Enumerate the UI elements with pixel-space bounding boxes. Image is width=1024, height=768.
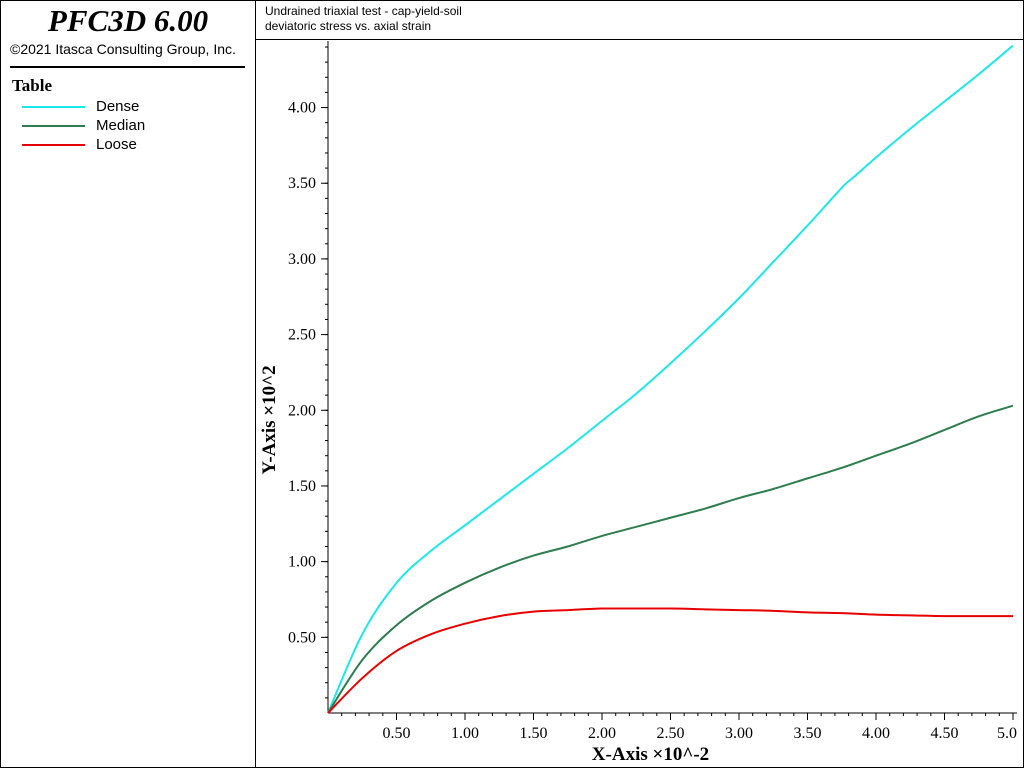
plot-subtitle: deviatoric stress vs. axial strain bbox=[265, 19, 432, 33]
x-tick-label: 3.50 bbox=[794, 725, 822, 742]
axes-group bbox=[327, 41, 1017, 714]
series-line-median bbox=[327, 404, 1014, 714]
y-tick-label: 4.00 bbox=[288, 100, 316, 117]
legend-swatch-loose bbox=[22, 144, 85, 146]
x-tick-label: 0.50 bbox=[383, 725, 411, 742]
y-tick-label: 1.00 bbox=[288, 554, 316, 571]
x-tick-label: 4.50 bbox=[931, 725, 959, 742]
copyright-text: ©2021 Itasca Consulting Group, Inc. bbox=[10, 41, 236, 57]
y-tick-label: 1.50 bbox=[288, 478, 316, 495]
y-tick-label: 2.50 bbox=[288, 327, 316, 344]
legend-swatch-median bbox=[22, 125, 85, 127]
x-tick-label: 1.50 bbox=[520, 725, 548, 742]
legend-panel: PFC3D 6.00 ©2021 Itasca Consulting Group… bbox=[0, 0, 256, 768]
y-tick-label: 3.50 bbox=[288, 175, 316, 192]
y-tick-label: 0.50 bbox=[288, 629, 316, 646]
title-divider bbox=[10, 66, 245, 68]
x-tick-label: 2.50 bbox=[657, 725, 685, 742]
legend-label-median: Median bbox=[96, 117, 146, 134]
x-tick-label: 3.00 bbox=[725, 725, 753, 742]
plot-header: Undrained triaxial test - cap-yield-soil… bbox=[256, 0, 1024, 40]
y-ticks: 0.50 1.00 1.50 2.00 2.50 3.00 3.50 4.00 bbox=[288, 100, 328, 646]
plot-title: Undrained triaxial test - cap-yield-soil bbox=[265, 4, 462, 18]
x-tick-label: 1.00 bbox=[451, 725, 479, 742]
app-title: PFC3D 6.00 bbox=[47, 3, 209, 38]
line-chart: 0.50 1.00 1.50 2.00 2.50 3.00 3.50 4.00 0.50 1.0… bbox=[259, 41, 1017, 765]
legend-title: Table bbox=[12, 76, 53, 95]
series-line-loose bbox=[327, 607, 1013, 714]
legend-label-dense: Dense bbox=[96, 98, 140, 115]
y-tick-label: 2.00 bbox=[288, 402, 316, 419]
y-tick-label: 3.00 bbox=[288, 251, 316, 268]
legend-swatch-dense bbox=[22, 106, 85, 108]
x-tick-label: 2.00 bbox=[588, 725, 616, 742]
x-tick-label: 5.0 bbox=[997, 725, 1017, 742]
x-axis-title: X-Axis ×10^-2 bbox=[592, 744, 709, 765]
x-tick-label: 4.00 bbox=[862, 725, 890, 742]
x-ticks: 0.50 1.00 1.50 2.00 2.50 3.00 3.50 4.00 4.50 5.0 bbox=[383, 713, 1017, 742]
series-line-dense bbox=[327, 44, 1014, 714]
legend-label-loose: Loose bbox=[96, 136, 137, 153]
y-axis-title: Y-Axis ×10^2 bbox=[259, 365, 280, 474]
series-group bbox=[327, 44, 1014, 714]
